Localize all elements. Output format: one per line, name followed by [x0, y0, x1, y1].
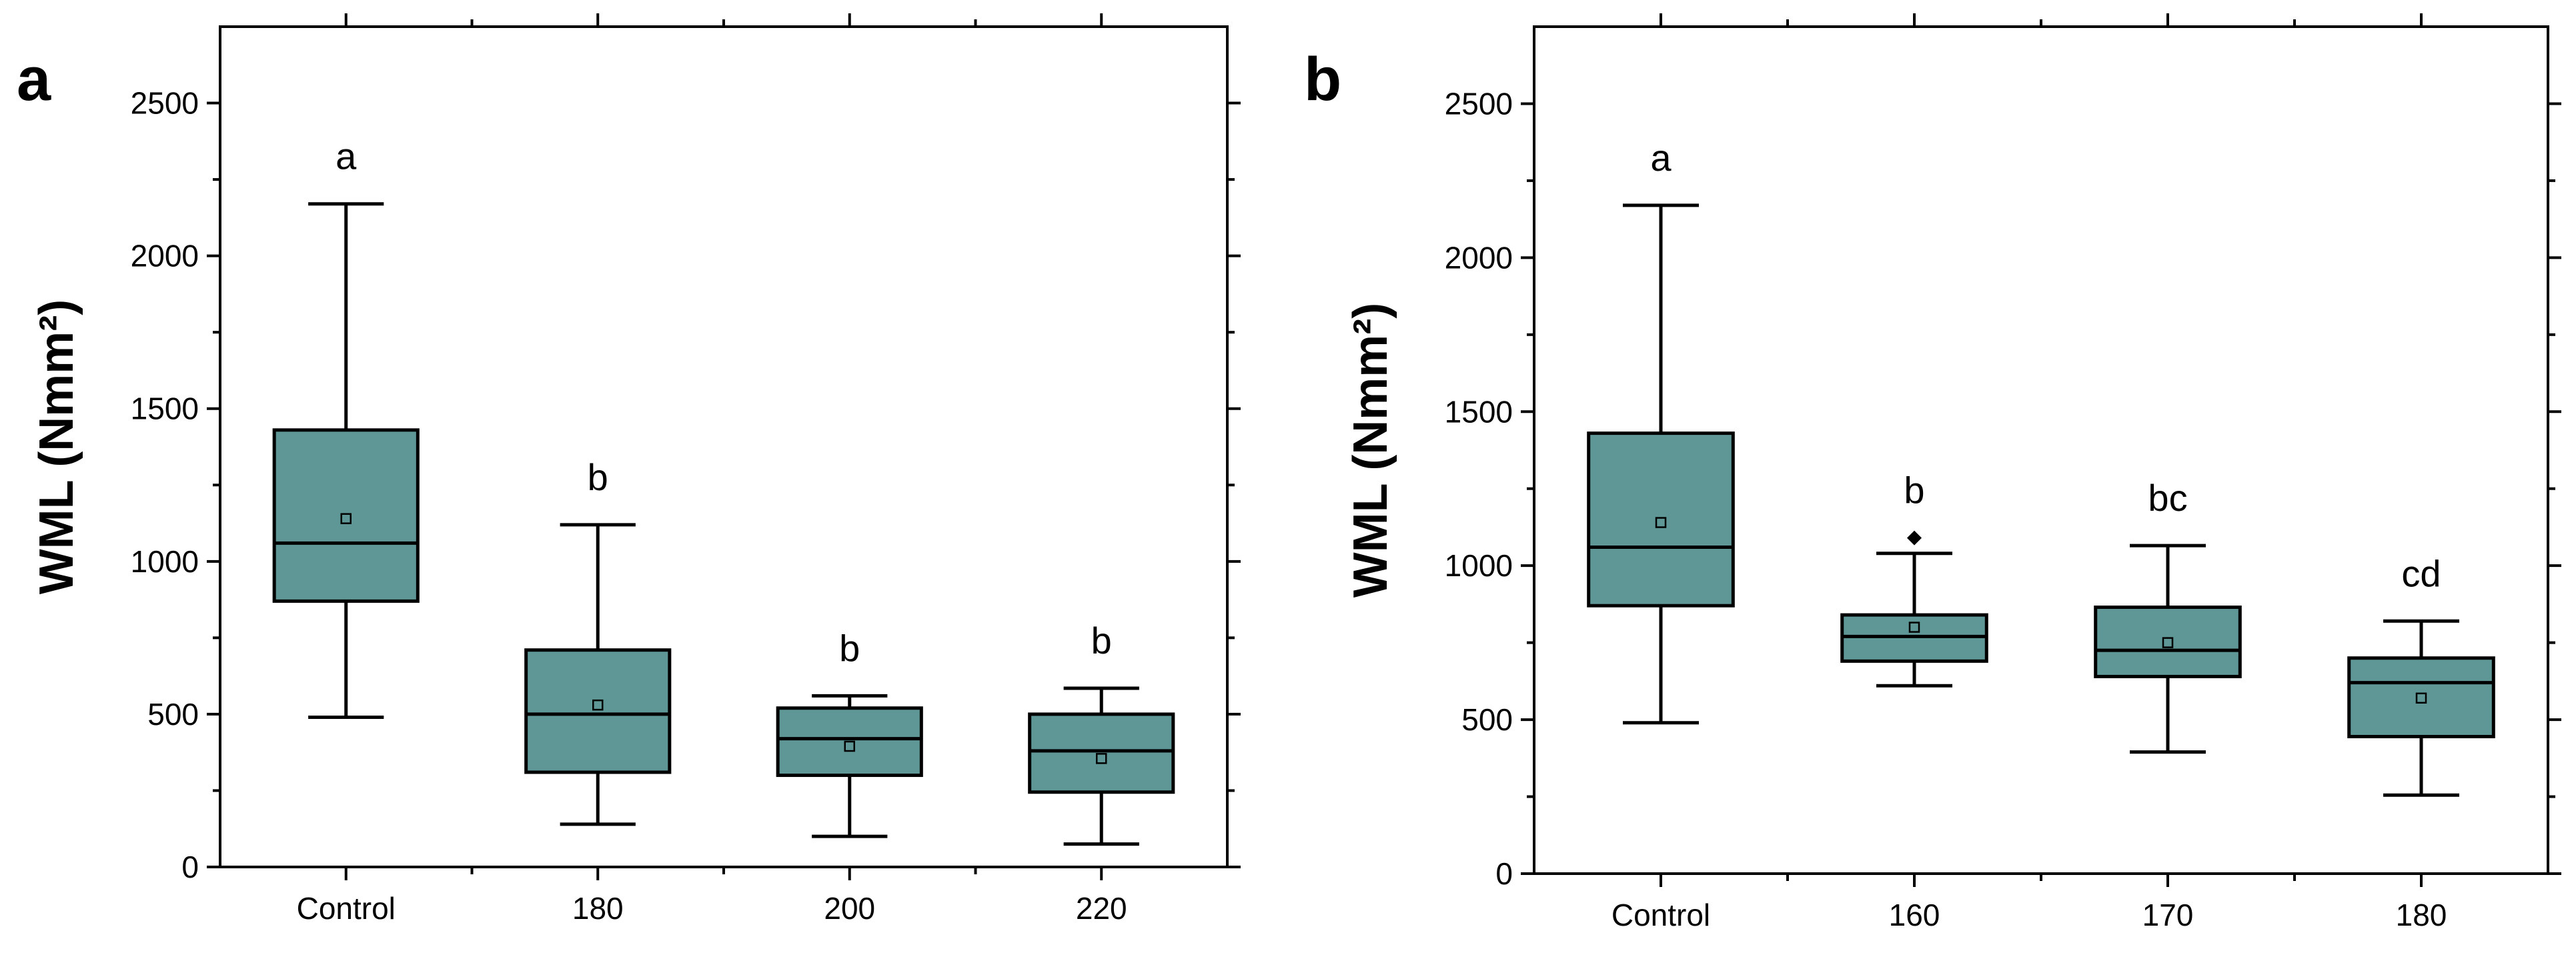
- significance-letter: a: [1650, 137, 1672, 179]
- significance-letter: a: [336, 135, 357, 177]
- y-tick-label: 1500: [1445, 394, 1513, 429]
- significance-letter: bc: [2148, 477, 2187, 519]
- box-iqr: [2094, 606, 2242, 678]
- mean-marker: [1655, 517, 1667, 528]
- y-tick-label: 0: [181, 850, 199, 884]
- mean-marker: [2162, 637, 2174, 648]
- x-tick-label: 170: [2142, 898, 2194, 932]
- y-tick-label: 2000: [1445, 240, 1513, 275]
- panel-label: a: [17, 45, 51, 113]
- x-tick-label: 220: [1076, 891, 1127, 926]
- y-tick-label: 500: [1461, 702, 1513, 737]
- mean-marker: [844, 740, 855, 752]
- x-tick-label: 200: [824, 891, 875, 926]
- x-tick-label: 180: [572, 891, 624, 926]
- significance-letter: b: [588, 456, 608, 498]
- significance-letter: b: [839, 627, 860, 669]
- y-tick-label: 1500: [131, 391, 199, 426]
- x-tick-label: 160: [1889, 898, 1940, 932]
- significance-letter: b: [1091, 620, 1112, 662]
- significance-letter: cd: [2401, 552, 2441, 594]
- y-tick-label: 0: [1495, 856, 1513, 891]
- y-axis-label: WML (Nmm²): [1344, 303, 1397, 598]
- mean-marker: [2415, 692, 2427, 704]
- box-iqr: [524, 648, 672, 774]
- box-iqr: [272, 428, 420, 603]
- mean-marker: [592, 699, 604, 711]
- y-tick-label: 1000: [1445, 548, 1513, 583]
- y-tick-label: 2500: [1445, 86, 1513, 121]
- x-tick-label: 180: [2396, 898, 2447, 932]
- box-iqr: [1587, 431, 1735, 608]
- significance-letter: b: [1904, 469, 1924, 512]
- box-iqr: [2347, 656, 2495, 738]
- mean-marker: [1908, 622, 1920, 633]
- x-tick-label: Control: [297, 891, 396, 926]
- y-tick-label: 2500: [131, 86, 199, 121]
- mean-marker: [340, 513, 352, 524]
- y-tick-label: 500: [147, 697, 199, 732]
- y-axis-label: WML (Nmm²): [30, 299, 83, 595]
- mean-marker: [1096, 753, 1107, 764]
- panel-label: b: [1304, 45, 1341, 113]
- x-tick-label: Control: [1612, 898, 1710, 932]
- y-tick-label: 1000: [131, 544, 199, 579]
- y-tick-label: 2000: [131, 239, 199, 273]
- outlier-point: [1907, 530, 1922, 546]
